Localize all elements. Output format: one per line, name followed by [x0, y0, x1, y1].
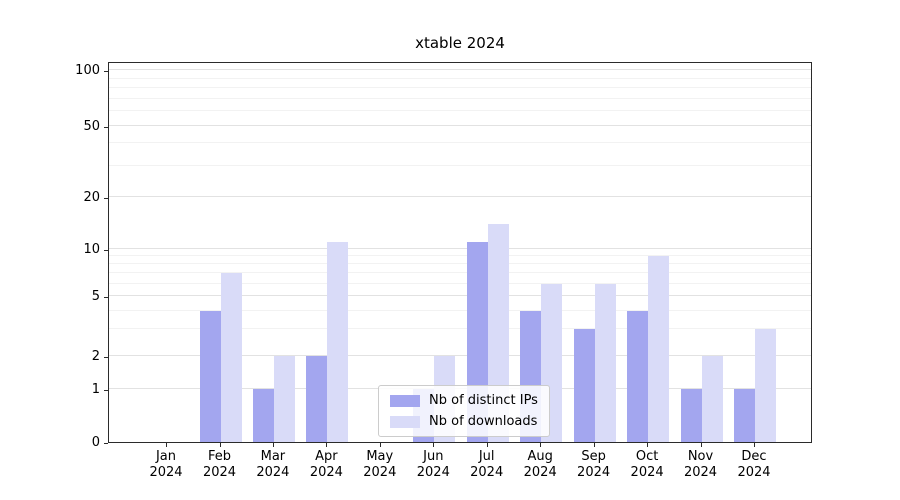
major-gridline — [109, 69, 811, 71]
major-gridline — [109, 295, 811, 297]
major-gridline — [109, 247, 811, 249]
legend-swatch-downloads — [390, 415, 420, 428]
minor-gridline — [109, 263, 811, 264]
legend: Nb of distinct IPs Nb of downloads — [378, 385, 550, 437]
x-axis-tick — [700, 443, 702, 447]
y-axis-tick — [104, 443, 108, 444]
x-axis-tick-label: Mar 2024 — [256, 449, 290, 480]
y-axis-tick-label: 50 — [83, 119, 100, 135]
x-axis-tick-label: May 2024 — [363, 449, 397, 480]
x-axis-tick — [379, 443, 381, 447]
y-axis-tick-label: 1 — [91, 382, 100, 397]
legend-swatch-distinct-ips — [390, 394, 420, 407]
bar-distinct-ips — [252, 389, 274, 442]
minor-gridline — [109, 77, 811, 79]
minor-gridline — [109, 164, 811, 166]
bar-downloads — [594, 283, 616, 442]
plot-area — [108, 62, 812, 443]
x-axis-tick-label: Aug 2024 — [523, 449, 557, 480]
legend-label-downloads: Nb of downloads — [429, 414, 538, 429]
minor-gridline — [109, 328, 811, 330]
bar-distinct-ips — [306, 355, 328, 442]
x-axis-tick-label: Jul 2024 — [470, 449, 504, 480]
bar-downloads — [327, 241, 349, 442]
bar-distinct-ips — [734, 389, 755, 442]
y-axis-tick — [104, 71, 108, 73]
x-axis-tick-label: Dec 2024 — [737, 449, 771, 480]
bar-distinct-ips — [573, 329, 595, 442]
minor-gridline — [109, 98, 811, 99]
y-axis-tick — [104, 249, 108, 251]
y-axis-tick — [104, 297, 108, 299]
y-axis-tick — [104, 356, 108, 358]
x-axis-tick-label: Oct 2024 — [630, 449, 664, 480]
minor-gridline — [109, 309, 811, 311]
legend-item-downloads: Nb of downloads — [390, 414, 538, 429]
y-axis-tick-label: 100 — [75, 63, 100, 79]
bar-downloads — [220, 273, 242, 442]
x-axis-tick — [326, 443, 328, 447]
bar-downloads — [273, 355, 295, 442]
minor-gridline — [109, 255, 811, 256]
x-axis-tick-label: Apr 2024 — [309, 449, 343, 480]
x-axis-tick-label: Sep 2024 — [577, 449, 611, 480]
minor-gridline — [109, 87, 811, 89]
bar-distinct-ips — [199, 310, 221, 442]
x-axis-tick — [540, 443, 542, 447]
bar-downloads — [701, 355, 723, 442]
minor-gridline — [109, 282, 811, 284]
x-axis-tick — [166, 443, 167, 447]
x-axis-tick-label: Feb 2024 — [202, 449, 237, 480]
x-axis-tick-label: Nov 2024 — [683, 449, 718, 480]
bar-downloads — [755, 329, 776, 442]
y-axis-tick — [104, 198, 108, 199]
chart-title: xtable 2024 — [415, 34, 505, 52]
x-axis-tick — [593, 443, 595, 447]
y-axis-tick — [104, 390, 108, 391]
y-axis-tick — [104, 127, 108, 129]
bar-downloads — [648, 256, 670, 442]
minor-gridline — [109, 272, 811, 274]
y-axis-tick-label: 10 — [83, 241, 100, 257]
x-axis-tick-label: Jan 2024 — [149, 449, 183, 480]
x-axis-tick-label: Jun 2024 — [416, 449, 450, 480]
y-axis-tick-label: 20 — [83, 190, 100, 205]
bar-distinct-ips — [680, 389, 702, 442]
legend-label-distinct-ips: Nb of distinct IPs — [429, 393, 538, 408]
y-axis-tick-label: 0 — [91, 435, 100, 450]
x-axis-tick — [272, 443, 274, 447]
x-axis-tick — [219, 443, 221, 447]
x-axis-tick — [647, 443, 649, 447]
y-axis-tick-label: 5 — [91, 289, 100, 305]
legend-item-distinct-ips: Nb of distinct IPs — [390, 393, 538, 408]
major-gridline — [109, 196, 811, 197]
minor-gridline — [109, 142, 811, 144]
major-gridline — [109, 125, 811, 127]
x-axis-tick — [754, 443, 755, 447]
bar-distinct-ips — [627, 310, 649, 442]
x-axis-tick — [433, 443, 435, 447]
minor-gridline — [109, 110, 811, 112]
y-axis-tick-label: 2 — [91, 348, 100, 364]
x-axis-tick — [486, 443, 488, 447]
major-gridline — [109, 354, 811, 356]
